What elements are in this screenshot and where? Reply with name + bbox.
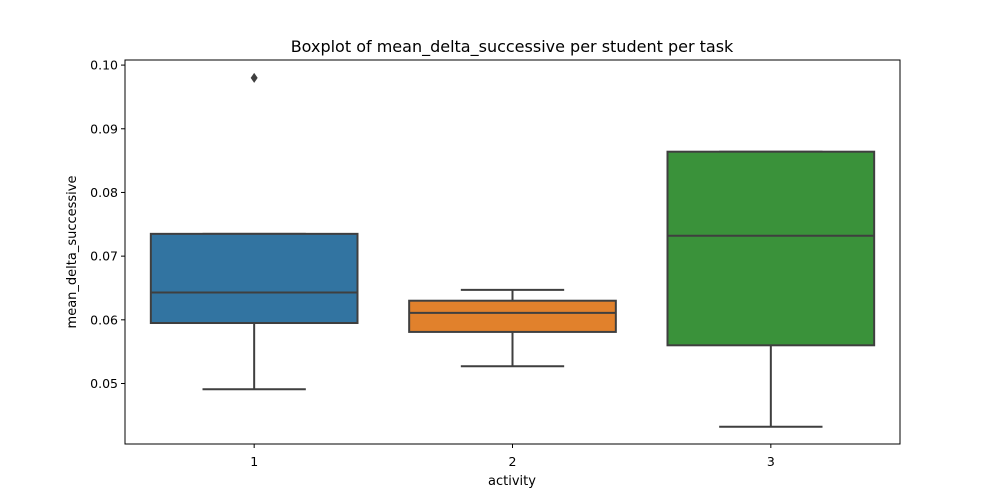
y-tick-label: 0.08 [90, 185, 118, 200]
plot-area [149, 72, 876, 428]
y-axis-label: mean_delta_successive [65, 176, 80, 329]
box-iqr [666, 150, 876, 347]
y-tick-label: 0.05 [90, 376, 118, 391]
y-tick-label: 0.09 [90, 121, 118, 136]
y-tick-label: 0.10 [90, 58, 118, 73]
box-group-3 [666, 150, 876, 428]
y-axis: 0.05 0.06 0.07 0.08 0.09 0.10 [90, 58, 125, 391]
x-tick-label: 3 [767, 454, 775, 469]
x-tick-label: 1 [250, 454, 258, 469]
box-iqr [408, 299, 617, 333]
outlier-point [250, 72, 258, 83]
box-group-1 [149, 72, 359, 391]
x-axis: 1 2 3 [250, 444, 775, 469]
x-axis-label: activity [488, 474, 536, 489]
box-group-2 [408, 288, 617, 368]
chart-title: Boxplot of mean_delta_successive per stu… [291, 37, 734, 57]
box-iqr [149, 232, 359, 325]
y-tick-label: 0.06 [90, 312, 118, 327]
y-tick-label: 0.07 [90, 249, 118, 264]
x-tick-label: 2 [509, 454, 517, 469]
